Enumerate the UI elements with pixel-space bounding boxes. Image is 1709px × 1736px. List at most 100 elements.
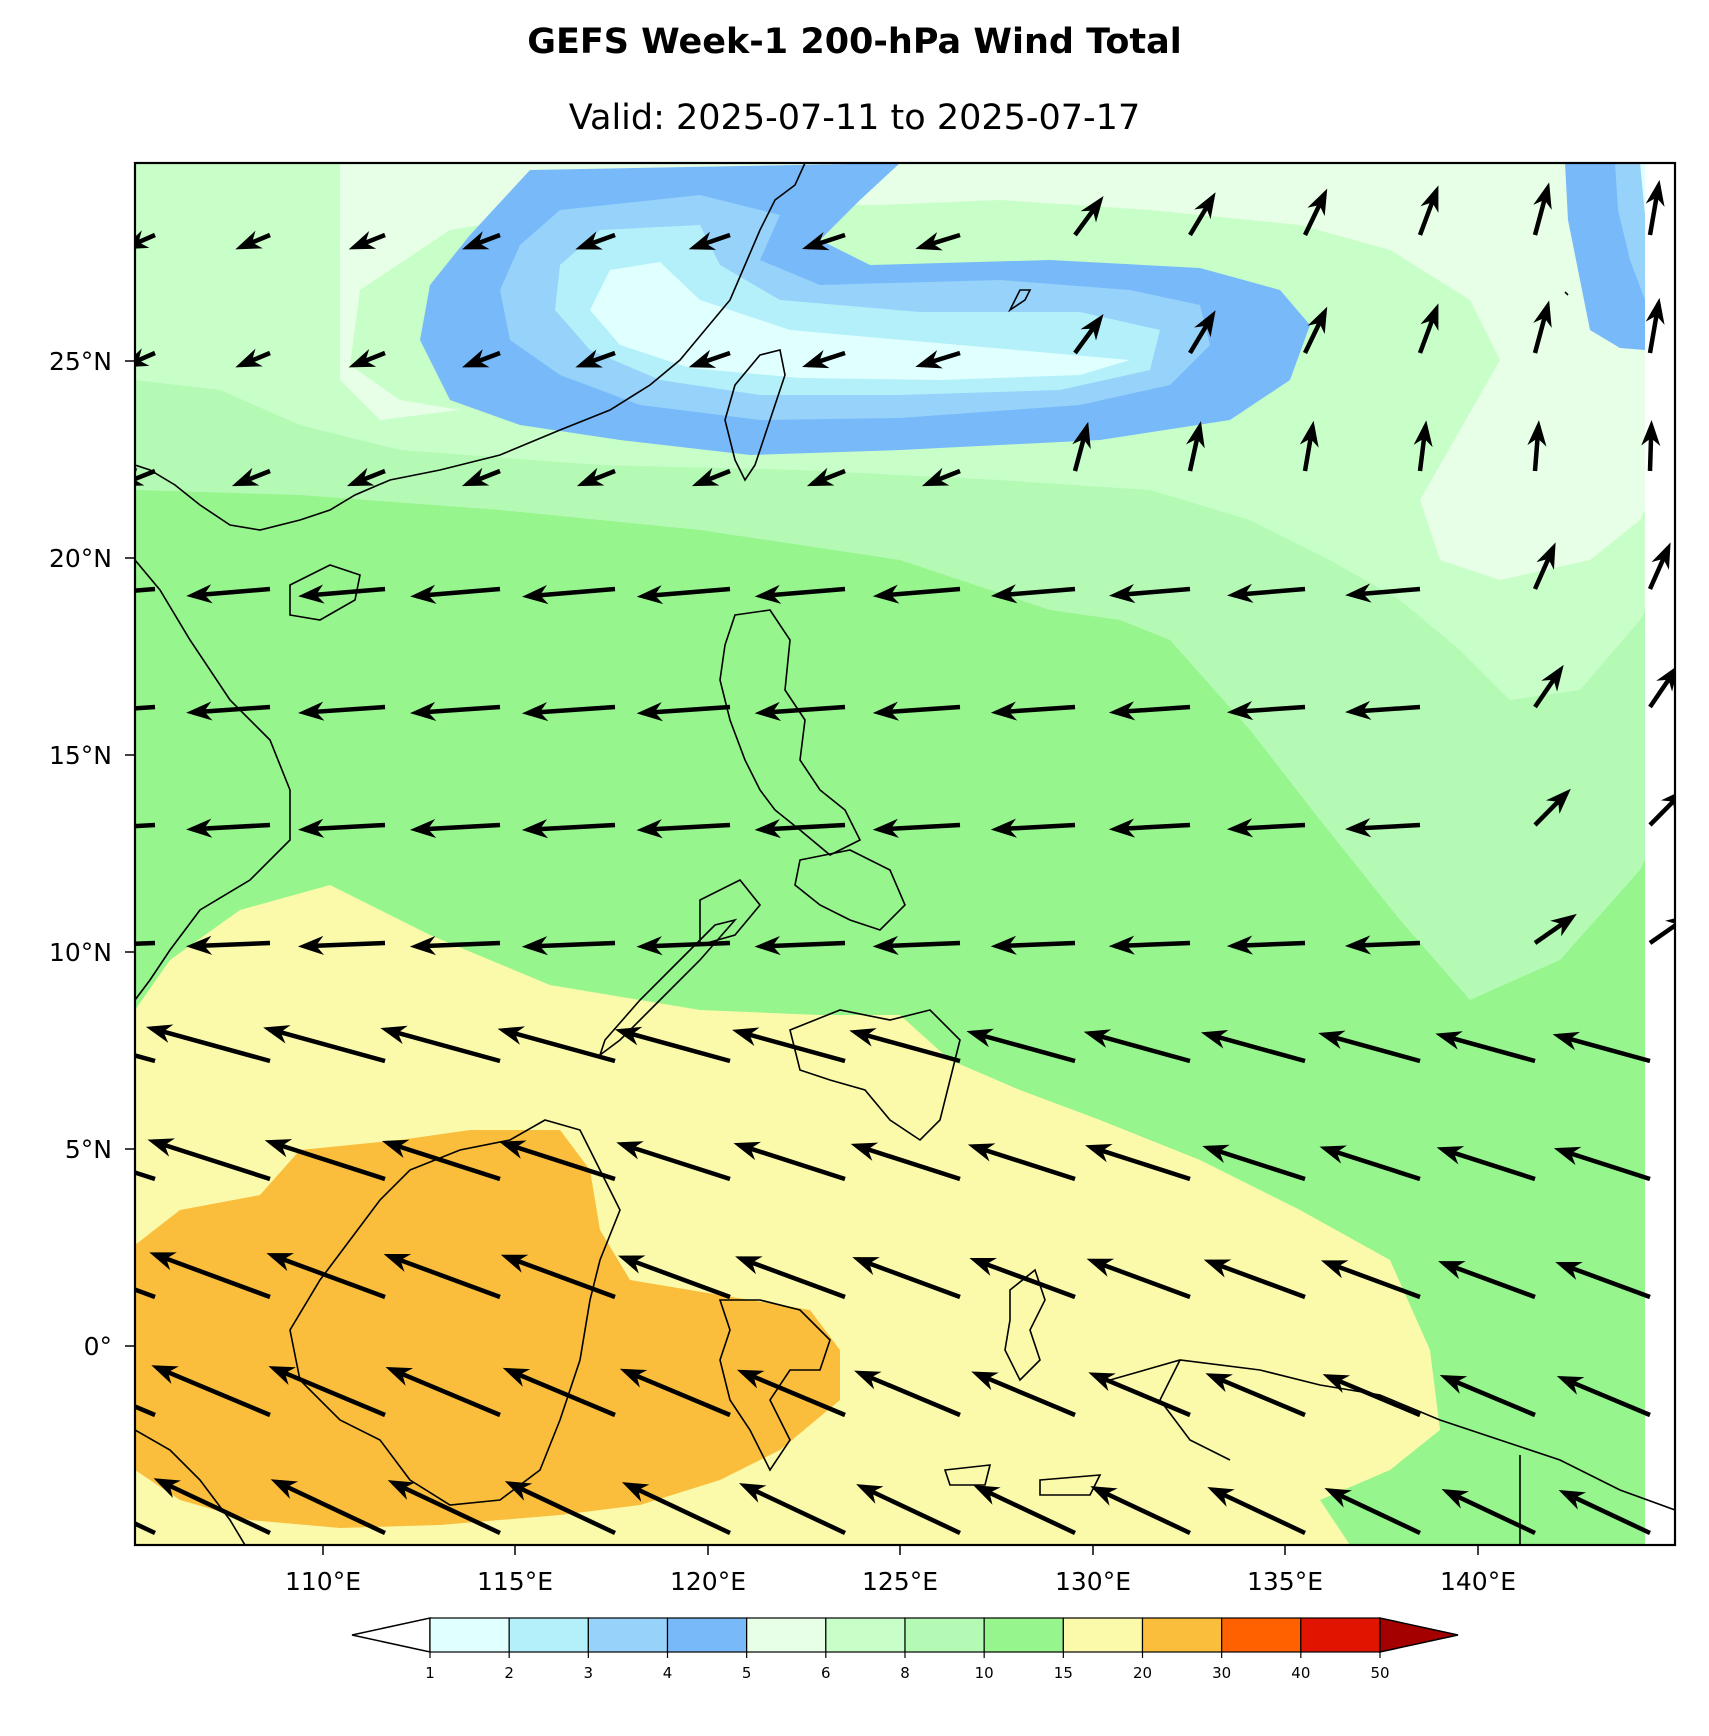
wind-arrow-shaft	[1093, 1372, 1191, 1418]
wind-arrow-shaft	[1323, 1032, 1421, 1064]
colorbar-swatch	[904, 1617, 985, 1653]
wind-arrow-head	[575, 349, 603, 368]
wind-arrow-head	[1344, 818, 1372, 838]
wind-arrow-shaft	[1091, 1258, 1191, 1300]
colorbar-tick-label: 50	[1370, 1664, 1389, 1682]
wind-arrow-head	[1536, 542, 1556, 570]
wind-arrow-head	[36, 1477, 63, 1497]
wind-arrow-head	[966, 1028, 994, 1048]
wind-arrow-head	[614, 1026, 643, 1046]
wind-arrow-head	[1344, 935, 1372, 955]
wind-arrow-shaft	[415, 586, 501, 599]
wind-arrow-shaft	[760, 822, 846, 832]
wind-arrow-shaft	[386, 1140, 501, 1182]
wind-arrow-head	[636, 936, 663, 956]
wind-arrow-head	[521, 702, 549, 722]
wind-arrow-head	[636, 702, 664, 722]
wind-arrow-head	[802, 231, 830, 251]
colorbar-tick-label: 4	[663, 1664, 673, 1682]
wind-arrow-head	[1420, 185, 1439, 213]
wind-arrow-head	[636, 819, 663, 839]
wind-arrow-head	[856, 1484, 884, 1504]
wind-arrow-head	[806, 467, 835, 487]
wind-arrow-head	[1226, 701, 1254, 721]
wind-arrow-head	[387, 1480, 416, 1500]
wind-arrow-head	[1299, 420, 1319, 448]
colorbar-tick-label: 1	[425, 1664, 435, 1682]
no-data-strip	[1645, 163, 1675, 1545]
wind-arrow-shaft	[621, 1142, 731, 1182]
wind-arrow-head	[1641, 420, 1661, 447]
wind-arrow-shaft	[527, 704, 616, 716]
colorbar-tick-label: 30	[1212, 1664, 1231, 1682]
wind-arrow-head	[1553, 1146, 1582, 1166]
wind-arrow-shaft	[155, 1365, 271, 1418]
colorbar-swatch	[746, 1617, 827, 1653]
wind-arrow-head	[298, 584, 325, 604]
lat-tick-label: 25°N	[49, 347, 112, 376]
wind-arrow-head	[872, 818, 899, 838]
wind-arrow-shaft	[1114, 586, 1191, 598]
colorbar-swatch	[825, 1617, 906, 1653]
wind-arrow-head	[754, 818, 781, 839]
wind-arrow-head	[688, 349, 717, 368]
wind-arrow-shaft	[860, 1484, 961, 1536]
wind-arrow-head	[74, 818, 100, 837]
wind-arrow-head	[504, 1481, 533, 1501]
wind-arrow-head	[149, 1252, 177, 1271]
wind-arrow-head	[971, 1371, 999, 1391]
wind-arrow-head	[619, 1368, 648, 1388]
wind-arrow-head	[1202, 1144, 1230, 1163]
wind-arrow-shaft	[191, 822, 271, 832]
wind-arrow-shaft	[1094, 1486, 1191, 1536]
wind-arrow-head	[1645, 297, 1665, 325]
colorbar-tick-label: 3	[584, 1664, 594, 1682]
wind-arrow-head	[850, 1142, 879, 1161]
wind-arrow-head	[497, 1026, 526, 1045]
wind-arrow-shaft	[507, 1368, 616, 1418]
wind-arrow-head	[735, 1256, 763, 1275]
lat-tick-label: 5°N	[65, 1135, 112, 1164]
wind-arrow-shaft	[135, 586, 156, 593]
wind-arrow-head	[1194, 192, 1216, 220]
wind-arrow-head	[872, 584, 900, 604]
wind-arrow-shaft	[741, 1369, 846, 1418]
wind-arrow-head	[1533, 182, 1552, 210]
wind-arrow-shaft	[1210, 1373, 1306, 1418]
wind-arrow-head	[1319, 1145, 1347, 1164]
wind-arrow-shaft	[760, 586, 846, 599]
wind-arrow-head	[969, 1257, 997, 1276]
wind-arrow-head	[967, 1143, 996, 1162]
wind-arrow-shaft	[502, 1028, 616, 1064]
wind-arrow-shaft	[642, 586, 731, 599]
lat-tick-label: 10°N	[49, 938, 112, 967]
colorbar-swatch	[1062, 1617, 1144, 1653]
wind-arrow-head	[1651, 542, 1671, 570]
wind-arrow-shaft	[760, 940, 846, 949]
wind-arrow-shaft	[1207, 1145, 1306, 1182]
wind-arrow-shaft	[1558, 1147, 1651, 1182]
wind-arrow-head	[385, 1367, 414, 1386]
wind-arrow-head	[1656, 667, 1675, 692]
wind-arrow-head	[576, 467, 605, 487]
wind-arrow-head	[462, 231, 490, 250]
wind-arrow-shaft	[642, 940, 731, 949]
wind-arrow-head	[500, 1254, 529, 1273]
colorbar-tick-label: 10	[975, 1664, 994, 1682]
wind-arrow-head	[973, 1485, 1001, 1505]
wind-arrow-shaft	[878, 940, 961, 949]
wind-arrow-head	[849, 1028, 877, 1047]
colorbar-swatch	[983, 1617, 1064, 1653]
wind-arrow-head	[263, 1025, 291, 1044]
wind-arrow-shaft	[977, 1485, 1076, 1536]
wind-arrow-head	[231, 467, 260, 487]
wind-arrow-shaft	[1211, 1487, 1306, 1536]
lon-tick-label: 135°E	[1247, 1567, 1323, 1596]
wind-arrow-shaft	[135, 468, 156, 482]
wind-arrow-shaft	[642, 822, 731, 832]
wind-arrow-shaft	[152, 1139, 271, 1182]
wind-arrow-head	[688, 231, 717, 250]
wind-arrow-head	[264, 1139, 293, 1158]
wind-arrow-head	[990, 818, 1018, 838]
wind-vectors	[36, 179, 1675, 1536]
